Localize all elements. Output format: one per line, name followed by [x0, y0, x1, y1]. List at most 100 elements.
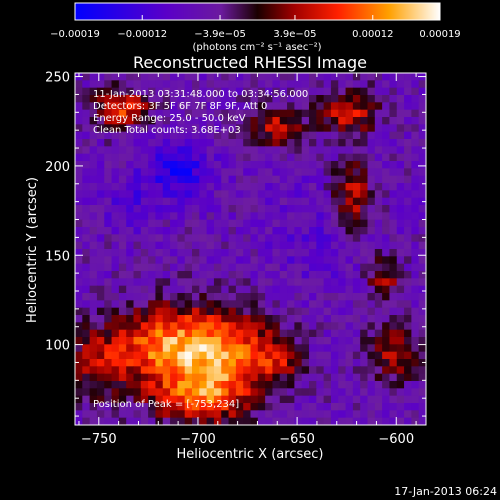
y-axis-title: Heliocentric Y (arcsec) [25, 177, 40, 323]
heatmap-cell [199, 395, 208, 404]
heatmap-cell [199, 307, 208, 316]
heatmap-cell [192, 359, 200, 367]
heatmap-cell [382, 117, 391, 125]
heatmap-cell [221, 256, 230, 265]
heatmap-cell [309, 395, 317, 404]
heatmap-cell [243, 124, 252, 133]
heatmap-cell [279, 344, 288, 353]
heatmap-cell [155, 395, 164, 404]
heatmap-cell [411, 212, 420, 221]
heatmap-cell [309, 388, 317, 397]
heatmap-cell [309, 307, 317, 316]
heatmap-cell [243, 381, 252, 389]
heatmap-cell [177, 219, 186, 228]
heatmap-cell [192, 329, 200, 338]
heatmap-cell [367, 139, 376, 147]
heatmap-cell [199, 161, 208, 169]
heatmap-cell [89, 205, 98, 213]
heatmap-cell [250, 87, 259, 96]
heatmap-cell [133, 388, 142, 397]
heatmap-cell [184, 212, 193, 221]
heatmap-cell [411, 80, 420, 89]
heatmap-cell [148, 249, 157, 257]
heatmap-cell [184, 117, 193, 125]
heatmap-cell [418, 87, 426, 96]
heatmap-cell [374, 197, 383, 206]
heatmap-cell [96, 322, 105, 331]
heatmap-cell [75, 183, 83, 191]
heatmap-cell [206, 219, 215, 228]
heatmap-cell [396, 234, 405, 243]
heatmap-cell [133, 95, 142, 103]
heatmap-cell [250, 197, 259, 206]
heatmap-cell [184, 190, 193, 199]
heatmap-cell [170, 241, 178, 250]
heatmap-cell [96, 73, 105, 81]
heatmap-cell [96, 285, 105, 294]
heatmap-cell [374, 175, 383, 184]
heatmap-cell [228, 80, 237, 89]
heatmap-cell [265, 403, 274, 411]
heatmap-cell [213, 95, 222, 103]
annotation-energy: Energy Range: 25.0 - 50.0 keV [93, 113, 246, 124]
heatmap-cell [104, 227, 113, 235]
heatmap-cell [140, 366, 149, 375]
heatmap-cell [118, 249, 127, 257]
heatmap-cell [396, 146, 405, 155]
heatmap-cell [301, 109, 310, 118]
heatmap-cell [418, 109, 426, 118]
heatmap-cell [250, 351, 259, 360]
heatmap-cell [338, 337, 347, 345]
heatmap-cell [345, 102, 354, 111]
y-tick-label: 100 [45, 339, 70, 354]
heatmap-cell [279, 256, 288, 265]
heatmap-cell [140, 300, 149, 309]
heatmap-cell [221, 161, 230, 169]
heatmap-cell [330, 263, 339, 272]
heatmap-cell [250, 417, 259, 425]
heatmap-cell [257, 168, 266, 177]
heatmap-cell [155, 293, 164, 301]
heatmap-cell [411, 87, 420, 96]
heatmap-cell [294, 109, 303, 118]
heatmap-cell [323, 87, 332, 96]
heatmap-cell [104, 234, 113, 243]
heatmap-cell [140, 73, 149, 81]
heatmap-cell [228, 322, 237, 331]
heatmap-cell [374, 219, 383, 228]
heatmap-cell [235, 197, 244, 206]
heatmap-cell [360, 307, 369, 316]
heatmap-cell [228, 351, 237, 360]
heatmap-cell [140, 293, 149, 301]
heatmap-cell [111, 183, 120, 191]
heatmap-cell [411, 219, 420, 228]
heatmap-cell [177, 256, 186, 265]
heatmap-cell [177, 183, 186, 191]
heatmap-cell [148, 190, 157, 199]
heatmap-cell [411, 175, 420, 184]
heatmap-cell [177, 366, 186, 375]
heatmap-cell [140, 183, 149, 191]
heatmap-cell [170, 271, 178, 279]
heatmap-cell [272, 183, 281, 191]
heatmap-cell [111, 293, 120, 301]
heatmap-cell [155, 183, 164, 191]
heatmap-cell [404, 234, 412, 243]
heatmap-cell [367, 249, 376, 257]
heatmap-cell [235, 293, 244, 301]
heatmap-cell [250, 271, 259, 279]
heatmap-cell [184, 285, 193, 294]
heatmap-cell [221, 315, 230, 323]
heatmap-cell [287, 395, 295, 404]
heatmap-cell [294, 300, 303, 309]
heatmap-cell [96, 337, 105, 345]
heatmap-cell [250, 403, 259, 411]
heatmap-cell [396, 337, 405, 345]
heatmap-cell [111, 307, 120, 316]
heatmap-cell [235, 117, 244, 125]
heatmap-cell [272, 205, 281, 213]
heatmap-cell [199, 227, 208, 235]
heatmap-cell [374, 249, 383, 257]
heatmap-cell [396, 227, 405, 235]
heatmap-cell [140, 168, 149, 177]
